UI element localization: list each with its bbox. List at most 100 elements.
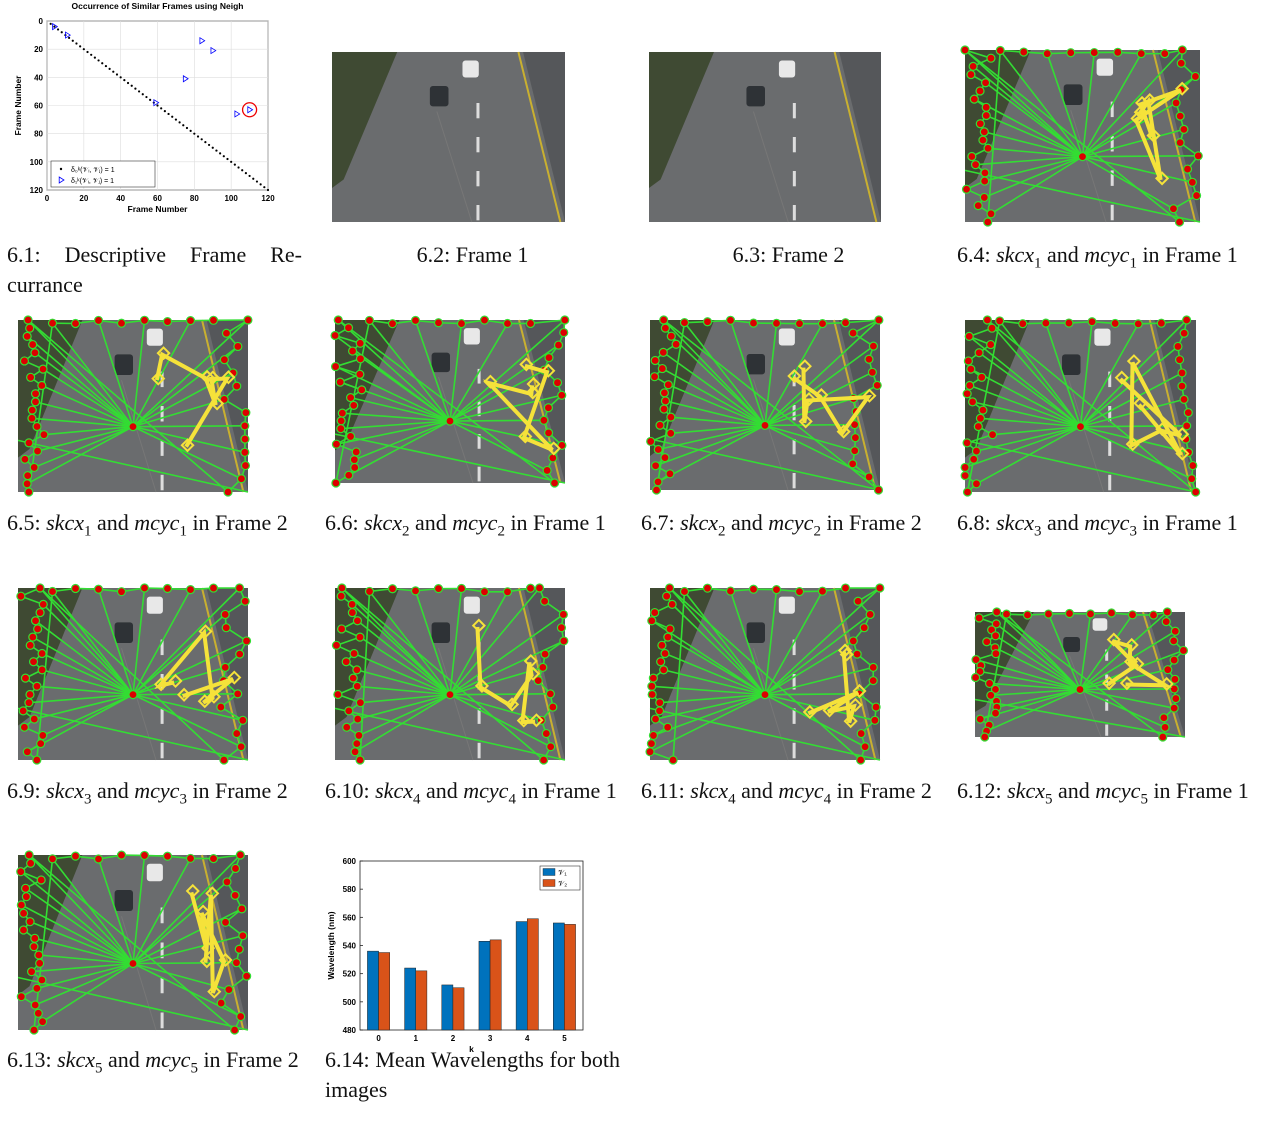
caption-text: in Frame 1 — [1142, 510, 1237, 535]
vertex — [220, 356, 228, 364]
lane-dash — [793, 439, 796, 454]
vertex — [29, 633, 37, 641]
vertex — [1088, 318, 1096, 326]
vertex — [334, 316, 342, 324]
vertex — [35, 951, 43, 959]
subfigure-caption: 6.3: Frame 2 — [641, 240, 936, 270]
vertex — [1180, 329, 1188, 337]
subfigure-caption: 6.8: skcx3 and mcyc3 in Frame 1 — [957, 508, 1252, 538]
caption-label: 6.2: — [417, 242, 451, 267]
figure-art: Occurrence of Similar Frames using Neigh… — [0, 0, 1264, 1139]
caption-math: skcx — [690, 778, 728, 803]
y-tick-label: 60 — [34, 102, 43, 111]
vertex — [210, 855, 218, 863]
vertex — [435, 585, 443, 593]
bar — [367, 951, 378, 1030]
car — [779, 61, 795, 78]
vertex — [667, 429, 675, 437]
vertex — [412, 587, 420, 595]
vertex — [647, 740, 655, 748]
vertex — [49, 319, 57, 327]
vertex — [33, 984, 41, 992]
vertex — [539, 663, 547, 671]
vertex — [1076, 686, 1084, 694]
vertex — [761, 691, 769, 699]
vertex — [332, 440, 340, 448]
vertex — [969, 398, 977, 406]
vertex — [871, 716, 879, 724]
vertex — [332, 363, 340, 371]
vertex — [557, 624, 565, 632]
vertex — [118, 851, 126, 859]
vertex — [353, 666, 361, 674]
point — [79, 45, 81, 47]
vertex — [23, 332, 31, 340]
vertex — [819, 320, 827, 328]
point — [127, 82, 129, 84]
vertex — [652, 715, 660, 723]
vertex — [49, 855, 57, 863]
vertex — [354, 715, 362, 723]
caption-math: mcyc — [1084, 242, 1129, 267]
caption-math: skcx — [46, 510, 84, 535]
vertex — [345, 471, 353, 479]
y-tick-label: 100 — [30, 158, 44, 167]
vertex — [25, 699, 33, 707]
vertex — [24, 316, 32, 324]
vertex — [95, 585, 103, 593]
caption-label: 6.3: — [733, 242, 767, 267]
vertex — [853, 650, 861, 658]
vertex — [987, 210, 995, 218]
vertex — [663, 592, 671, 600]
legend-label: 𝒱₁ — [558, 868, 567, 877]
vertex — [352, 448, 360, 456]
car — [464, 328, 480, 344]
vertex — [970, 455, 978, 463]
vertex — [761, 421, 769, 429]
vertex — [651, 373, 659, 381]
vertex — [1045, 610, 1053, 618]
photo — [961, 46, 1202, 226]
vertex — [648, 682, 656, 690]
vertex — [1194, 152, 1202, 160]
point — [120, 76, 122, 78]
vertex — [869, 677, 877, 685]
vertex — [30, 463, 38, 471]
vertex — [1170, 704, 1178, 712]
vertex — [1177, 59, 1185, 67]
vertex — [342, 658, 350, 666]
vertex — [336, 378, 344, 386]
vertex — [543, 466, 551, 474]
point — [149, 99, 151, 101]
y-tick-label: 80 — [34, 130, 43, 139]
legend-label: δ₀ᵏ(𝒱ᵢ, 𝒱ⱼ) = 1 — [71, 167, 115, 174]
point — [86, 51, 88, 53]
vertex — [668, 600, 676, 608]
photo — [332, 52, 565, 222]
vertex — [988, 324, 996, 332]
vertex — [851, 447, 859, 455]
vertex — [435, 319, 443, 327]
lane-dash — [1108, 440, 1111, 455]
vertex — [560, 329, 568, 337]
vertex — [33, 422, 41, 430]
vertex — [773, 586, 781, 594]
vertex — [872, 703, 880, 711]
car — [779, 597, 795, 614]
vertex — [750, 585, 758, 593]
vertex — [481, 316, 489, 324]
caption-label: 6.10: — [325, 778, 370, 803]
lane-dash — [476, 205, 479, 220]
vertex — [26, 324, 34, 332]
bar — [490, 940, 501, 1030]
point — [123, 79, 125, 81]
caption-math: skcx — [364, 510, 402, 535]
vertex — [544, 404, 552, 412]
vertex — [669, 756, 677, 764]
caption-text: in Frame 1 — [1142, 242, 1237, 267]
vertex — [983, 638, 991, 646]
vertex — [1169, 205, 1177, 213]
triangulation-edge — [133, 426, 245, 427]
caption-math: skcx — [996, 242, 1034, 267]
point — [208, 144, 210, 146]
